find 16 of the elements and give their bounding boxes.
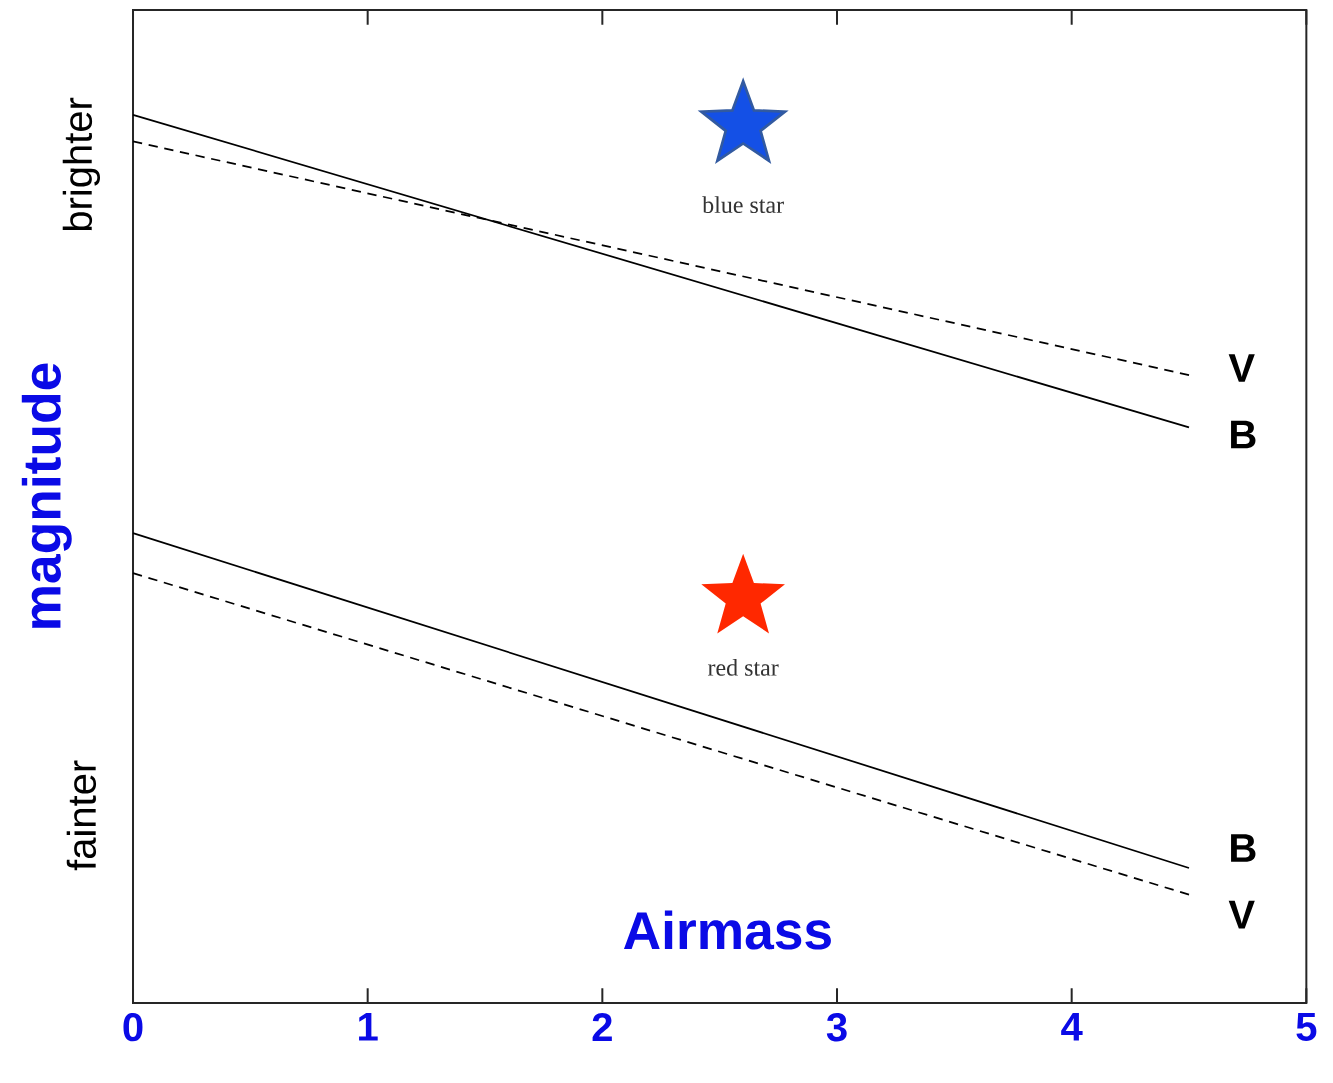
annotation: red star — [707, 658, 779, 676]
x-tick-label: 5 — [1296, 1013, 1317, 1041]
x-tick-label: 2 — [592, 1013, 612, 1041]
x-tick-label: 4 — [1061, 1013, 1083, 1041]
x-tick-label: 1 — [359, 1013, 378, 1041]
text: brighter — [62, 97, 101, 231]
series-label: B — [1231, 420, 1256, 449]
series-label: B — [1231, 834, 1256, 862]
x-tick-label: 3 — [826, 1013, 847, 1042]
annotation: blue star — [702, 196, 784, 214]
x-axis-title: Airmass — [623, 910, 831, 950]
series-label: V — [1228, 900, 1255, 929]
text: fainter — [66, 760, 97, 871]
series-label: V — [1228, 354, 1255, 382]
y-axis-title: magnitude — [21, 363, 72, 628]
x-tick-label: 0 — [123, 1013, 143, 1042]
